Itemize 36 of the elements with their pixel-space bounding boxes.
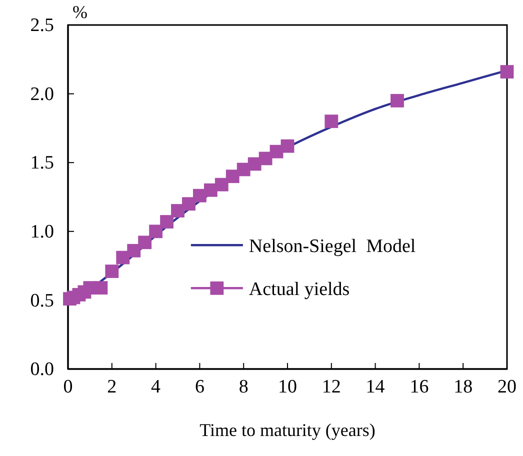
y-tick-label: 1.5 bbox=[30, 152, 54, 174]
y-tick-label: 2.0 bbox=[30, 84, 54, 105]
point bbox=[182, 197, 196, 211]
y-axis-title: % bbox=[72, 2, 88, 22]
x-axis-title: Time to maturity (years) bbox=[200, 420, 376, 440]
point bbox=[280, 139, 294, 153]
x-tick-label: 20 bbox=[498, 376, 516, 398]
point bbox=[324, 114, 338, 128]
legend-label: Nelson-Siegel Model bbox=[248, 236, 416, 257]
legend-label: Actual yields bbox=[248, 278, 350, 300]
point bbox=[171, 204, 184, 218]
x-tick-label: 6 bbox=[194, 376, 204, 398]
x-tick-label: 14 bbox=[366, 376, 386, 398]
x-tick-label: 4 bbox=[151, 376, 162, 398]
point bbox=[214, 178, 228, 192]
point bbox=[390, 94, 404, 108]
x-tick-label: 10 bbox=[278, 376, 297, 398]
point bbox=[105, 264, 119, 278]
x-tick-label: 2 bbox=[107, 376, 117, 398]
point bbox=[127, 244, 141, 258]
point bbox=[160, 215, 174, 228]
point bbox=[138, 236, 152, 250]
point bbox=[500, 65, 514, 78]
point bbox=[116, 250, 130, 264]
x-tick-label: 12 bbox=[322, 376, 341, 398]
x-tick-label: 8 bbox=[238, 376, 248, 398]
point bbox=[149, 224, 163, 238]
y-tick-label: 1.0 bbox=[30, 221, 54, 242]
x-tick-label: 0 bbox=[63, 376, 73, 398]
y-tick-label: 0.0 bbox=[30, 359, 54, 380]
y-tick-label: 0.5 bbox=[30, 290, 54, 312]
point bbox=[226, 170, 240, 184]
point bbox=[94, 281, 108, 295]
y-tick-label: 2.5 bbox=[30, 15, 54, 36]
x-tick-label: 16 bbox=[410, 376, 429, 398]
x-tick-label: 18 bbox=[454, 376, 473, 398]
